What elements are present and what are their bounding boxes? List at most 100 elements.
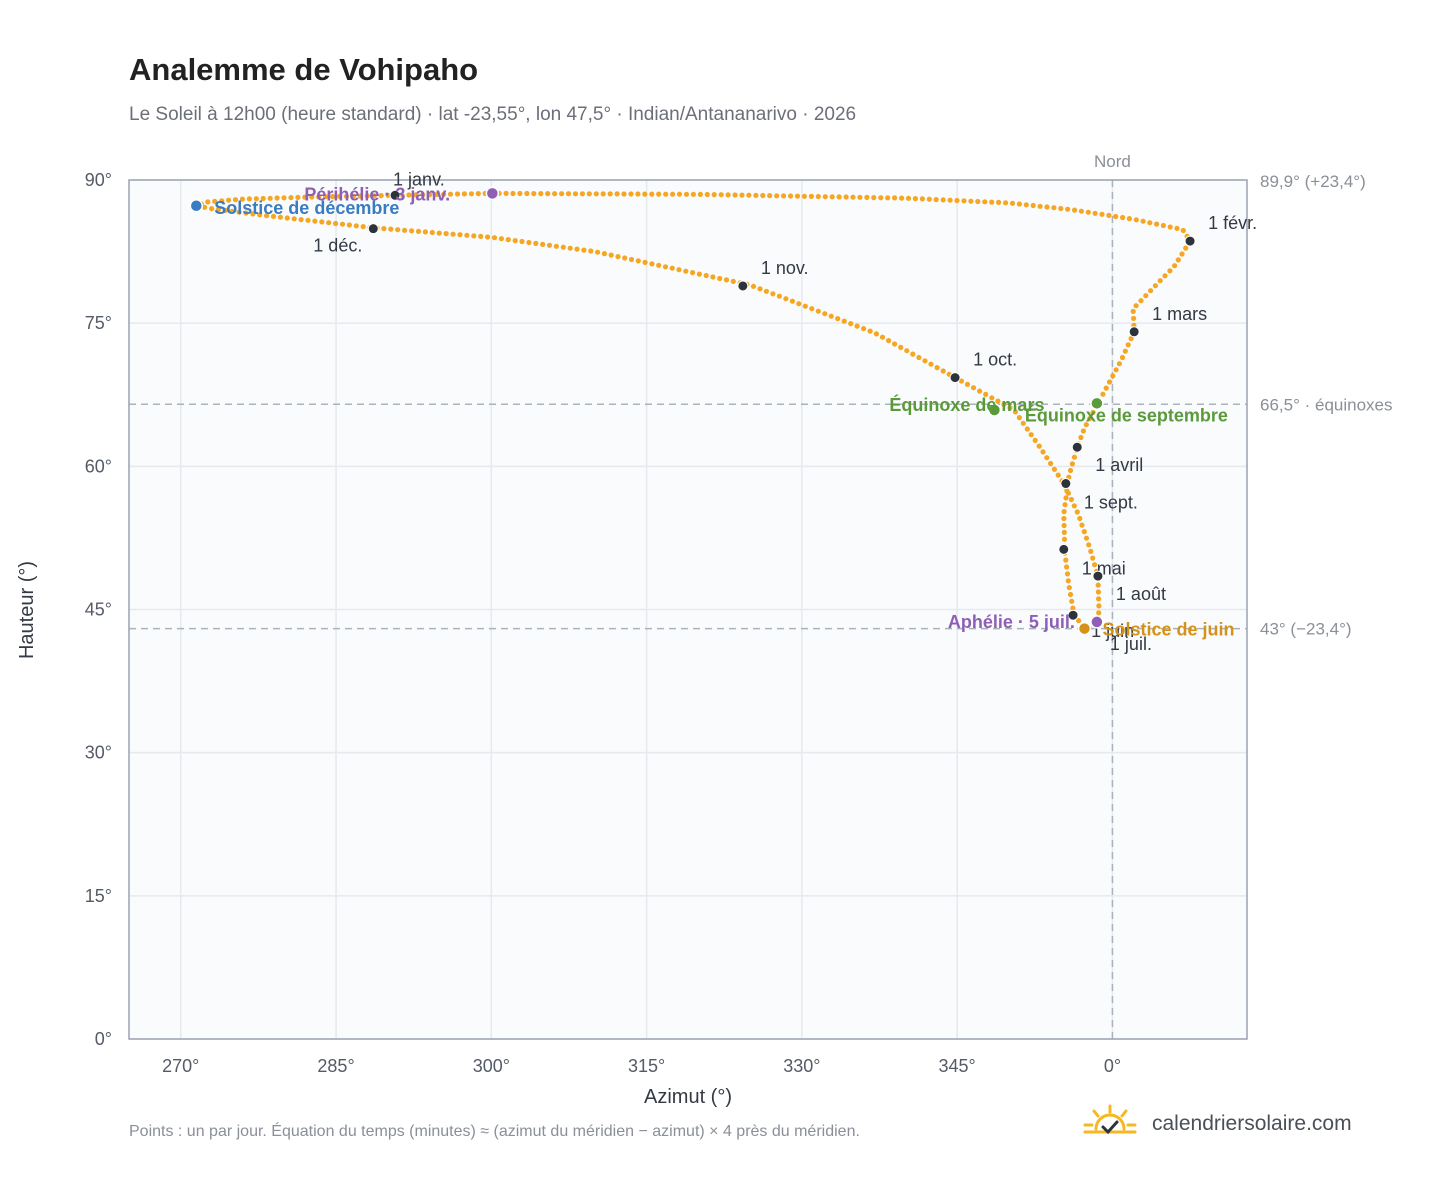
day-point	[457, 232, 463, 238]
day-point	[336, 193, 343, 199]
day-point	[246, 196, 252, 202]
event-marker	[1090, 396, 1104, 411]
day-point	[288, 195, 294, 201]
day-point	[732, 192, 738, 198]
day-point	[919, 196, 926, 202]
day-point	[750, 283, 757, 289]
day-point	[1061, 522, 1067, 529]
day-point	[1106, 212, 1112, 218]
y-tick-label: 0°	[95, 1029, 112, 1049]
day-point	[316, 194, 322, 200]
event-marker	[987, 403, 1002, 417]
brand-logo[interactable]: calendriersolaire.com	[1082, 1103, 1382, 1143]
day-point	[1092, 210, 1098, 216]
day-point	[1183, 245, 1189, 251]
day-point	[1085, 209, 1091, 215]
day-point	[385, 192, 391, 198]
day-point	[676, 267, 682, 273]
day-point	[669, 265, 675, 271]
day-point	[1064, 564, 1070, 570]
day-point	[312, 218, 318, 224]
day-point	[519, 238, 525, 245]
day-point	[574, 246, 580, 252]
event-label: Solstice de décembre	[214, 198, 399, 218]
day-point	[836, 194, 842, 200]
day-point	[436, 230, 442, 236]
day-point	[802, 303, 808, 309]
day-point	[968, 198, 974, 204]
day-point	[954, 197, 960, 204]
day-point	[353, 223, 359, 229]
month-marker	[949, 372, 961, 384]
day-point	[1133, 303, 1139, 309]
day-point	[378, 193, 384, 199]
day-point	[861, 326, 867, 332]
day-point	[1119, 354, 1126, 361]
day-point	[450, 231, 456, 237]
day-point	[621, 191, 627, 197]
day-point	[395, 227, 401, 233]
day-point	[1074, 509, 1080, 515]
day-point	[1140, 218, 1146, 224]
day-point	[1162, 273, 1168, 279]
day-point	[815, 308, 821, 314]
day-point	[1016, 201, 1023, 207]
day-point	[801, 193, 808, 199]
day-point	[892, 195, 898, 201]
reference-lines: Nord 89,9° (+23,4°) 66,5° · équinoxes 43° (…	[129, 152, 1393, 1039]
day-point	[420, 192, 426, 198]
day-point	[996, 199, 1002, 205]
day-point	[1081, 529, 1087, 535]
day-point	[413, 192, 419, 198]
event-marker	[1077, 621, 1092, 636]
day-point	[1066, 585, 1072, 591]
day-point	[1065, 206, 1071, 212]
day-point	[505, 237, 511, 243]
day-point	[559, 191, 565, 197]
day-point	[339, 221, 346, 227]
sun-check-icon	[1083, 1104, 1137, 1135]
day-point	[264, 213, 270, 219]
day-point	[607, 191, 613, 197]
day-point	[1062, 502, 1068, 508]
day-point	[886, 338, 892, 344]
day-point	[454, 191, 461, 197]
day-point	[676, 191, 683, 197]
reference-label: 66,5° · équinoxes	[1260, 395, 1393, 414]
day-point	[663, 191, 669, 197]
day-point	[533, 240, 539, 246]
day-point	[717, 275, 723, 282]
day-point	[964, 381, 971, 387]
day-point	[1063, 495, 1069, 501]
day-point	[1113, 367, 1119, 373]
day-point	[346, 222, 352, 228]
day-point	[270, 213, 277, 219]
month-marker	[1071, 441, 1083, 453]
day-point	[357, 193, 363, 199]
day-point	[284, 215, 290, 221]
day-point	[409, 228, 415, 234]
day-point	[330, 194, 336, 200]
day-point	[1016, 415, 1023, 421]
day-point	[441, 191, 447, 197]
day-point	[910, 351, 916, 357]
day-point	[1040, 449, 1046, 455]
event-label: Solstice de juin	[1102, 620, 1234, 640]
day-point	[1160, 222, 1166, 229]
day-point	[229, 208, 235, 214]
day-point	[725, 192, 731, 198]
day-point	[711, 192, 717, 198]
day-point	[1179, 251, 1185, 257]
day-point	[1061, 529, 1067, 536]
day-point	[642, 191, 648, 197]
day-point	[1148, 288, 1154, 294]
day-point	[697, 191, 704, 197]
day-point	[1125, 342, 1131, 348]
day-point	[202, 204, 208, 210]
day-point	[905, 195, 912, 201]
day-point	[586, 191, 592, 197]
day-point	[579, 191, 586, 197]
day-point	[1048, 460, 1054, 467]
